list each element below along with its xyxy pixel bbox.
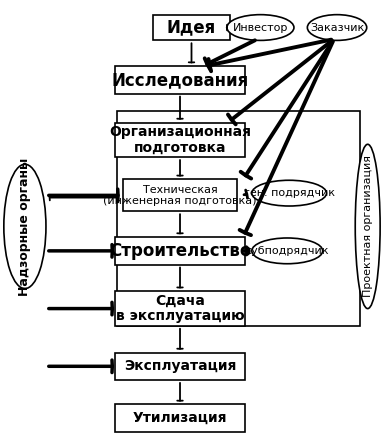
Ellipse shape [252, 238, 322, 264]
Text: Эксплуатация: Эксплуатация [124, 359, 236, 373]
FancyBboxPatch shape [115, 123, 245, 157]
Ellipse shape [308, 15, 367, 40]
Text: Идея: Идея [167, 19, 216, 36]
Text: Надзорные органы: Надзорные органы [18, 157, 31, 296]
Ellipse shape [355, 144, 380, 309]
Bar [117, 111, 360, 326]
FancyBboxPatch shape [123, 179, 237, 211]
Text: Техническая
(инженерная подготовка): Техническая (инженерная подготовка) [103, 185, 257, 206]
Text: Организационная
подготовка: Организационная подготовка [109, 125, 251, 155]
Ellipse shape [4, 164, 46, 289]
FancyBboxPatch shape [115, 237, 245, 265]
Text: Исследования: Исследования [111, 71, 249, 89]
Text: Инвестор: Инвестор [233, 23, 288, 32]
Text: Строительство: Строительство [109, 242, 251, 260]
Text: Заказчик: Заказчик [310, 23, 364, 32]
FancyBboxPatch shape [115, 404, 245, 432]
FancyBboxPatch shape [153, 15, 230, 40]
Ellipse shape [227, 15, 294, 40]
Ellipse shape [252, 180, 327, 206]
Text: субподрядчик: субподрядчик [246, 246, 329, 256]
FancyBboxPatch shape [115, 291, 245, 326]
Text: ген. подрядчик: ген. подрядчик [244, 188, 335, 198]
Text: Сдача
в эксплуатацию: Сдача в эксплуатацию [116, 294, 244, 323]
Text: Проектная организация: Проектная организация [363, 155, 373, 297]
FancyBboxPatch shape [115, 353, 245, 380]
FancyBboxPatch shape [115, 66, 245, 94]
Text: Утилизация: Утилизация [133, 411, 227, 425]
